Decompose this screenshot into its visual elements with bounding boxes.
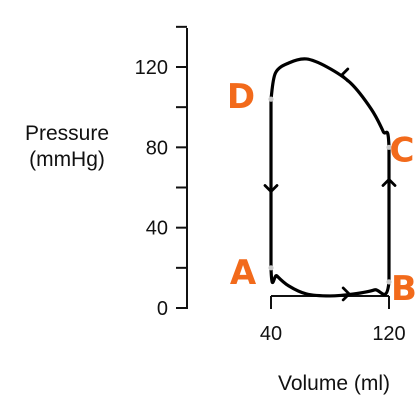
point-a-label: A	[230, 253, 257, 293]
y-tick-label: 80	[146, 137, 168, 159]
point-b-marker	[386, 279, 392, 285]
y-tick-label: 120	[135, 57, 168, 79]
direction-arrow-d-a	[263, 184, 279, 193]
x-axis-title: Volume (ml)	[278, 372, 390, 395]
pv-loop-line	[269, 57, 391, 298]
point-c-label: C	[390, 130, 415, 170]
y-tick-label: 40	[146, 218, 168, 240]
x-tick-label: 120	[372, 323, 405, 345]
y-axis-title-line: Pressure	[25, 122, 109, 145]
x-axis: 40 120	[260, 295, 406, 345]
y-axis: 0 40 80 120	[135, 25, 188, 320]
direction-arrow-c-d	[340, 67, 350, 83]
x-tick-label: 40	[260, 323, 282, 345]
point-a-marker	[268, 265, 274, 271]
direction-arrow-a-b	[341, 286, 351, 302]
point-d-marker	[268, 96, 274, 102]
point-b-label: B	[391, 269, 417, 309]
point-d-label: D	[227, 77, 255, 117]
y-axis-title-line: (mmHg)	[29, 148, 105, 171]
y-tick-label: 0	[157, 298, 168, 320]
direction-arrow-b-c	[381, 178, 397, 187]
plot-area: A B C D	[227, 57, 417, 309]
point-c-marker	[386, 144, 392, 150]
y-axis-title: Pressure (mmHg)	[25, 122, 109, 171]
